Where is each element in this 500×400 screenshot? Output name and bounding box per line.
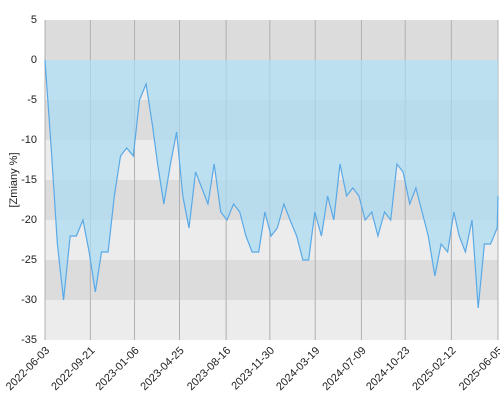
y-axis-label: [Zmiany %] [8,152,20,207]
band [45,20,498,60]
x-tick-label: 2024-10-23 [364,345,412,393]
y-tick-label: -35 [21,334,37,346]
y-tick-label: 0 [31,54,37,66]
y-tick-label: 5 [31,14,37,26]
x-tick-label: 2024-03-19 [274,345,322,393]
x-tick-label: 2025-02-12 [410,345,458,393]
x-tick-label: 2022-09-21 [49,345,97,393]
x-tick-label: 2023-11-30 [229,345,277,393]
x-tick-label: 2025-06-05 [457,345,500,393]
x-tick-label: 2022-06-03 [4,345,52,393]
y-tick-label: -30 [21,294,37,306]
x-tick-label: 2023-04-25 [138,345,186,393]
y-tick-label: -5 [27,94,37,106]
x-tick-label: 2023-01-06 [93,345,141,393]
area [45,60,498,308]
y-tick-label: -10 [21,134,37,146]
y-tick-label: -25 [21,254,37,266]
x-tick-label: 2024-07-09 [320,345,368,393]
y-tick-label: -20 [21,214,37,226]
band [45,260,498,300]
band [45,300,498,340]
line [44,59,499,309]
x-tick-label: 2023-08-16 [185,345,233,393]
y-tick-label: -15 [21,174,37,186]
